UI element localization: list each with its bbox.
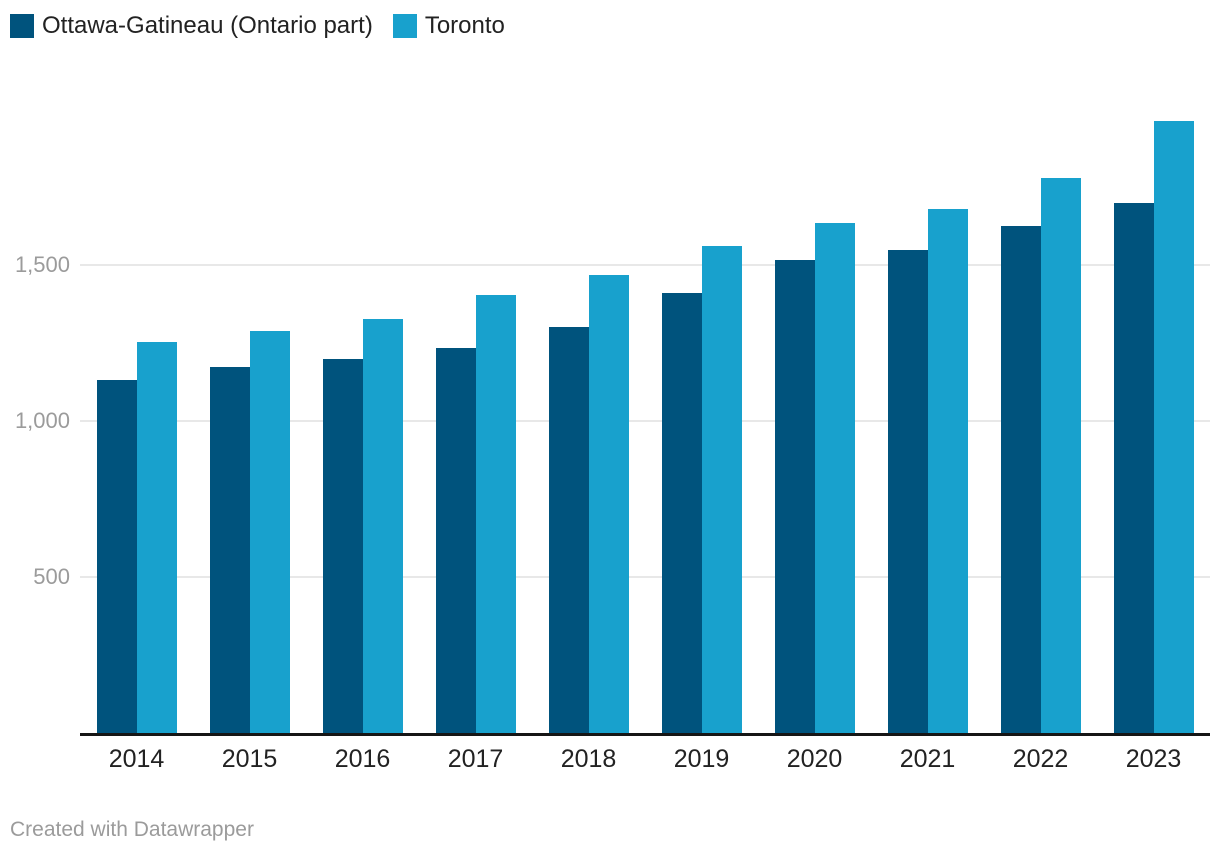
bar-ottawa-gatineau-2023[interactable]	[1113, 203, 1154, 733]
bar-toronto-2023[interactable]	[1153, 121, 1194, 733]
x-axis-labels: 2014 2015 2016 2017 2018 2019 2020 2021 2022 2023	[80, 745, 1210, 775]
bar-toronto-2018[interactable]	[588, 275, 629, 733]
gridline-1000	[80, 420, 1210, 422]
y-axis-tick-label-500: 500	[33, 564, 70, 589]
legend-swatch-toronto-icon	[392, 14, 417, 38]
x-axis-tick-label-2017: 2017	[447, 745, 504, 773]
legend-label-toronto: Toronto	[424, 12, 505, 39]
x-axis-tick-label-2014: 2014	[108, 745, 165, 773]
plot-area: 500 1,000 1,500	[15, 90, 1210, 733]
x-axis-tick-label-2021: 2021	[899, 745, 956, 773]
bar-toronto-2014[interactable]	[136, 342, 177, 733]
legend-swatch-ottawa-gatineau-icon	[10, 14, 34, 38]
bar-toronto-2020[interactable]	[814, 223, 855, 733]
x-axis-tick-label-2015: 2015	[221, 745, 278, 773]
legend: Ottawa-Gatineau (Ontario part) Toronto	[10, 13, 525, 39]
gridline-500	[80, 576, 1210, 578]
bar-toronto-2015[interactable]	[249, 331, 290, 733]
x-axis-line	[80, 733, 1210, 736]
legend-item-toronto: Toronto	[392, 12, 505, 39]
x-axis-tick-label-2016: 2016	[334, 745, 391, 773]
gridline-1500	[80, 264, 1210, 266]
bars-layer	[80, 90, 1210, 733]
bar-ottawa-gatineau-2022[interactable]	[1000, 226, 1041, 733]
bar-ottawa-gatineau-2014[interactable]	[96, 380, 137, 733]
bar-ottawa-gatineau-2018[interactable]	[548, 327, 589, 733]
bar-toronto-2021[interactable]	[927, 209, 968, 733]
legend-item-ottawa-gatineau: Ottawa-Gatineau (Ontario part)	[10, 13, 373, 39]
x-axis-tick-label-2023: 2023	[1125, 745, 1182, 773]
x-axis-tick-label-2022: 2022	[1012, 745, 1069, 773]
bar-ottawa-gatineau-2019[interactable]	[661, 293, 702, 733]
bar-ottawa-gatineau-2020[interactable]	[774, 260, 815, 733]
bar-toronto-2016[interactable]	[362, 319, 403, 733]
y-axis-tick-label-1500: 1,500	[14, 252, 70, 277]
bar-ottawa-gatineau-2017[interactable]	[435, 348, 476, 733]
legend-label-ottawa-gatineau: Ottawa-Gatineau (Ontario part)	[42, 12, 373, 39]
bar-toronto-2019[interactable]	[701, 246, 742, 733]
bar-ottawa-gatineau-2015[interactable]	[209, 367, 250, 733]
bar-ottawa-gatineau-2021[interactable]	[887, 250, 928, 733]
bar-toronto-2017[interactable]	[475, 295, 516, 733]
x-axis-tick-label-2020: 2020	[786, 745, 843, 773]
bar-ottawa-gatineau-2016[interactable]	[322, 359, 363, 733]
y-axis-tick-label-1000: 1,000	[14, 408, 70, 433]
x-axis-tick-label-2019: 2019	[673, 745, 730, 773]
x-axis-tick-label-2018: 2018	[560, 745, 617, 773]
datawrapper-credit-link[interactable]: Created with Datawrapper	[10, 818, 254, 841]
bar-toronto-2022[interactable]	[1040, 178, 1081, 733]
